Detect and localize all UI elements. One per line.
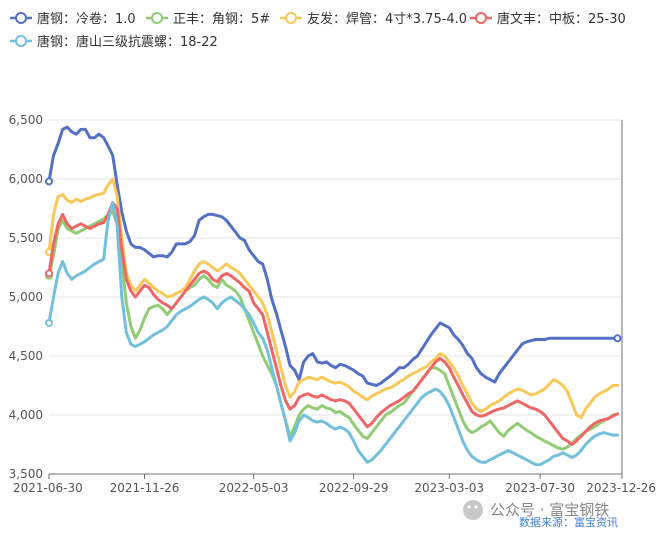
series-line-2 — [47, 210, 619, 451]
legend[interactable]: 唐钢：冷卷：1.0 正丰：角钢：5# 友发：焊管：4寸*3.75-4.0 唐文丰：中板… — [10, 11, 626, 50]
legend-item[interactable]: 正丰：角钢：5# — [146, 12, 270, 27]
legend-label: 正丰：角钢：5# — [173, 12, 270, 27]
watermark-text: 公众号 · 富宝钢铁 — [490, 501, 609, 519]
wechat-icon-eye-right — [474, 505, 478, 509]
series-line-4 — [47, 201, 619, 446]
legend-item[interactable]: 唐钢：唐山三级抗震螺：18-22 — [10, 34, 218, 50]
x-tick-label: 2022-05-03 — [219, 481, 289, 495]
legend-label: 友发：焊管：4寸*3.75-4.0 — [307, 11, 467, 27]
y-tick-label: 6,500 — [9, 113, 43, 127]
wechat-icon-eye-left — [467, 505, 471, 509]
grid — [49, 119, 622, 475]
legend-item[interactable]: 友发：焊管：4寸*3.75-4.0 — [280, 11, 467, 27]
legend-label: 唐钢：唐山三级抗震螺：18-22 — [37, 34, 218, 50]
wechat-icon — [463, 500, 483, 520]
x-tick-label: 2022-09-29 — [319, 481, 389, 495]
series-group — [45, 125, 622, 467]
watermark: 公众号 · 富宝钢铁 数据来源：富宝资讯 — [463, 500, 618, 529]
x-tick-label: 2023-12-26 — [586, 481, 656, 495]
legend-label: 唐文丰：中板：25-30 — [497, 11, 626, 27]
series-end-point — [613, 334, 622, 343]
legend-marker-icon — [475, 12, 487, 24]
legend-item[interactable]: 唐文丰：中板：25-30 — [470, 11, 626, 27]
y-tick-label: 5,500 — [9, 231, 43, 245]
series-line-3 — [47, 177, 619, 419]
series-line-1 — [47, 125, 619, 387]
y-tick-label: 5,000 — [9, 290, 43, 304]
series-line-5 — [47, 201, 619, 467]
legend-marker-icon — [151, 12, 163, 24]
data-source-text: 数据来源：富宝资讯 — [519, 515, 618, 529]
series-start-point — [45, 269, 53, 278]
axes: 3,500 4,000 4,500 5,000 5,500 6,000 6,500 2021-… — [9, 113, 656, 495]
y-tick-label: 3,500 — [9, 467, 43, 481]
y-tick-label: 4,000 — [9, 408, 43, 422]
legend-item[interactable]: 唐钢：冷卷：1.0 — [10, 11, 136, 27]
legend-marker-icon — [15, 12, 27, 24]
x-tick-label: 2023-03-03 — [414, 481, 484, 495]
y-tick-label: 6,000 — [9, 172, 43, 186]
y-tick-label: 4,500 — [9, 349, 43, 363]
x-tick-label: 2021-06-30 — [13, 481, 83, 495]
series-start-point — [45, 177, 53, 186]
legend-marker-icon — [15, 35, 27, 47]
series-start-point — [45, 318, 53, 327]
x-tick-label: 2023-07-30 — [505, 481, 575, 495]
legend-label: 唐钢：冷卷：1.0 — [37, 11, 136, 27]
x-tick-label: 2021-11-26 — [110, 481, 180, 495]
legend-marker-icon — [285, 12, 297, 24]
